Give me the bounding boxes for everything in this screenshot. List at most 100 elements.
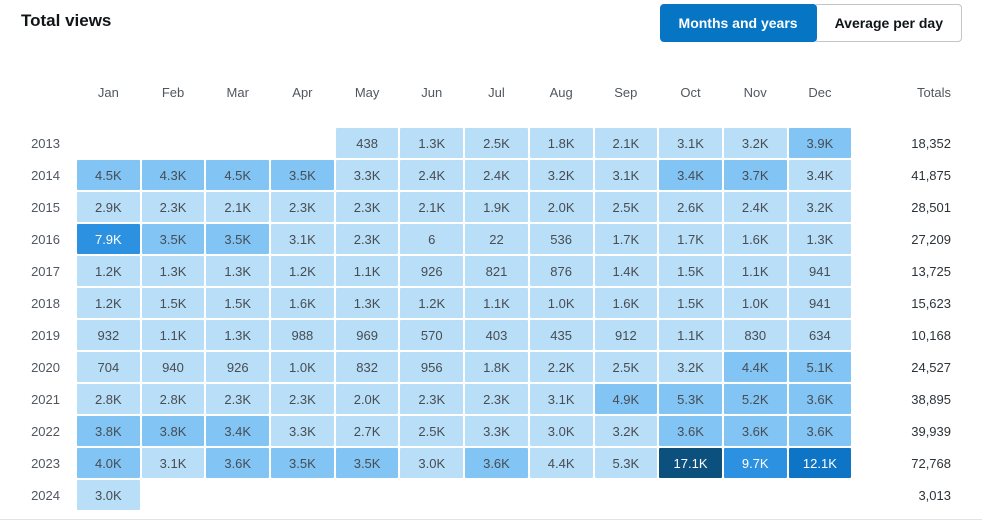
cell-2019-nov[interactable]: 830	[722, 319, 788, 351]
cell-2017-sep[interactable]: 1.4K	[593, 255, 659, 287]
cell-2019-jan[interactable]: 932	[76, 319, 141, 351]
cell-2017-dec[interactable]: 941	[787, 255, 853, 287]
cell-2020-apr[interactable]: 1.0K	[270, 351, 335, 383]
cell-2021-feb[interactable]: 2.8K	[140, 383, 206, 415]
cell-2018-sep[interactable]: 1.6K	[593, 287, 659, 319]
cell-2016-mar[interactable]: 3.5K	[205, 223, 271, 255]
cell-2015-aug[interactable]: 2.0K	[528, 191, 594, 223]
cell-2019-feb[interactable]: 1.1K	[140, 319, 206, 351]
cell-2024-jan[interactable]: 3.0K	[76, 479, 141, 511]
cell-2017-may[interactable]: 1.1K	[334, 255, 400, 287]
cell-2023-mar[interactable]: 3.6K	[205, 447, 271, 479]
cell-2015-nov[interactable]: 2.4K	[722, 191, 788, 223]
cell-2022-apr[interactable]: 3.3K	[270, 415, 335, 447]
cell-2013-nov[interactable]: 3.2K	[722, 127, 788, 159]
cell-2017-feb[interactable]: 1.3K	[140, 255, 206, 287]
cell-2014-apr[interactable]: 3.5K	[270, 159, 335, 191]
cell-2015-may[interactable]: 2.3K	[334, 191, 400, 223]
cell-2019-jul[interactable]: 403	[464, 319, 529, 351]
cell-2022-dec[interactable]: 3.6K	[787, 415, 853, 447]
cell-2022-oct[interactable]: 3.6K	[658, 415, 723, 447]
cell-2016-jul[interactable]: 22	[464, 223, 529, 255]
cell-2020-aug[interactable]: 2.2K	[528, 351, 594, 383]
cell-2018-may[interactable]: 1.3K	[334, 287, 400, 319]
cell-2023-jan[interactable]: 4.0K	[76, 447, 141, 479]
cell-2022-jul[interactable]: 3.3K	[464, 415, 529, 447]
cell-2021-may[interactable]: 2.0K	[334, 383, 400, 415]
cell-2022-aug[interactable]: 3.0K	[528, 415, 594, 447]
cell-2020-jul[interactable]: 1.8K	[464, 351, 529, 383]
cell-2013-dec[interactable]: 3.9K	[787, 127, 853, 159]
cell-2018-oct[interactable]: 1.5K	[658, 287, 723, 319]
cell-2023-jun[interactable]: 3.0K	[399, 447, 465, 479]
cell-2022-mar[interactable]: 3.4K	[205, 415, 271, 447]
cell-2017-apr[interactable]: 1.2K	[270, 255, 335, 287]
cell-2013-aug[interactable]: 1.8K	[528, 127, 594, 159]
cell-2023-feb[interactable]: 3.1K	[140, 447, 206, 479]
cell-2013-jul[interactable]: 2.5K	[464, 127, 529, 159]
cell-2023-sep[interactable]: 5.3K	[593, 447, 659, 479]
cell-2019-apr[interactable]: 988	[270, 319, 335, 351]
cell-2023-nov[interactable]: 9.7K	[722, 447, 788, 479]
cell-2023-oct[interactable]: 17.1K	[658, 447, 723, 479]
cell-2018-mar[interactable]: 1.5K	[205, 287, 271, 319]
cell-2014-feb[interactable]: 4.3K	[140, 159, 206, 191]
months-and-years-button[interactable]: Months and years	[659, 4, 817, 42]
cell-2018-jun[interactable]: 1.2K	[399, 287, 465, 319]
cell-2014-oct[interactable]: 3.4K	[658, 159, 723, 191]
cell-2020-may[interactable]: 832	[334, 351, 400, 383]
cell-2014-jan[interactable]: 4.5K	[76, 159, 141, 191]
cell-2014-may[interactable]: 3.3K	[334, 159, 400, 191]
cell-2014-jul[interactable]: 2.4K	[464, 159, 529, 191]
cell-2017-mar[interactable]: 1.3K	[205, 255, 271, 287]
cell-2017-aug[interactable]: 876	[528, 255, 594, 287]
cell-2022-jan[interactable]: 3.8K	[76, 415, 141, 447]
cell-2016-nov[interactable]: 1.6K	[722, 223, 788, 255]
cell-2022-sep[interactable]: 3.2K	[593, 415, 659, 447]
cell-2021-jul[interactable]: 2.3K	[464, 383, 529, 415]
cell-2021-jun[interactable]: 2.3K	[399, 383, 465, 415]
cell-2020-sep[interactable]: 2.5K	[593, 351, 659, 383]
cell-2018-jul[interactable]: 1.1K	[464, 287, 529, 319]
cell-2023-apr[interactable]: 3.5K	[270, 447, 335, 479]
cell-2015-apr[interactable]: 2.3K	[270, 191, 335, 223]
cell-2021-oct[interactable]: 5.3K	[658, 383, 723, 415]
cell-2019-dec[interactable]: 634	[787, 319, 853, 351]
cell-2016-feb[interactable]: 3.5K	[140, 223, 206, 255]
cell-2023-aug[interactable]: 4.4K	[528, 447, 594, 479]
cell-2019-jun[interactable]: 570	[399, 319, 465, 351]
cell-2020-feb[interactable]: 940	[140, 351, 206, 383]
cell-2015-jul[interactable]: 1.9K	[464, 191, 529, 223]
cell-2019-oct[interactable]: 1.1K	[658, 319, 723, 351]
cell-2016-apr[interactable]: 3.1K	[270, 223, 335, 255]
cell-2016-aug[interactable]: 536	[528, 223, 594, 255]
cell-2014-sep[interactable]: 3.1K	[593, 159, 659, 191]
cell-2013-jun[interactable]: 1.3K	[399, 127, 465, 159]
cell-2014-aug[interactable]: 3.2K	[528, 159, 594, 191]
cell-2016-dec[interactable]: 1.3K	[787, 223, 853, 255]
cell-2023-dec[interactable]: 12.1K	[787, 447, 853, 479]
cell-2022-nov[interactable]: 3.6K	[722, 415, 788, 447]
average-per-day-button[interactable]: Average per day	[813, 4, 962, 42]
cell-2014-nov[interactable]: 3.7K	[722, 159, 788, 191]
cell-2013-sep[interactable]: 2.1K	[593, 127, 659, 159]
cell-2018-dec[interactable]: 941	[787, 287, 853, 319]
cell-2018-jan[interactable]: 1.2K	[76, 287, 141, 319]
cell-2021-jan[interactable]: 2.8K	[76, 383, 141, 415]
cell-2017-jun[interactable]: 926	[399, 255, 465, 287]
cell-2017-nov[interactable]: 1.1K	[722, 255, 788, 287]
cell-2020-dec[interactable]: 5.1K	[787, 351, 853, 383]
cell-2019-may[interactable]: 969	[334, 319, 400, 351]
cell-2015-jun[interactable]: 2.1K	[399, 191, 465, 223]
cell-2022-may[interactable]: 2.7K	[334, 415, 400, 447]
cell-2016-sep[interactable]: 1.7K	[593, 223, 659, 255]
cell-2015-oct[interactable]: 2.6K	[658, 191, 723, 223]
cell-2014-mar[interactable]: 4.5K	[205, 159, 271, 191]
cell-2018-aug[interactable]: 1.0K	[528, 287, 594, 319]
cell-2016-oct[interactable]: 1.7K	[658, 223, 723, 255]
cell-2020-mar[interactable]: 926	[205, 351, 271, 383]
cell-2020-jan[interactable]: 704	[76, 351, 141, 383]
cell-2020-jun[interactable]: 956	[399, 351, 465, 383]
cell-2022-jun[interactable]: 2.5K	[399, 415, 465, 447]
cell-2020-nov[interactable]: 4.4K	[722, 351, 788, 383]
